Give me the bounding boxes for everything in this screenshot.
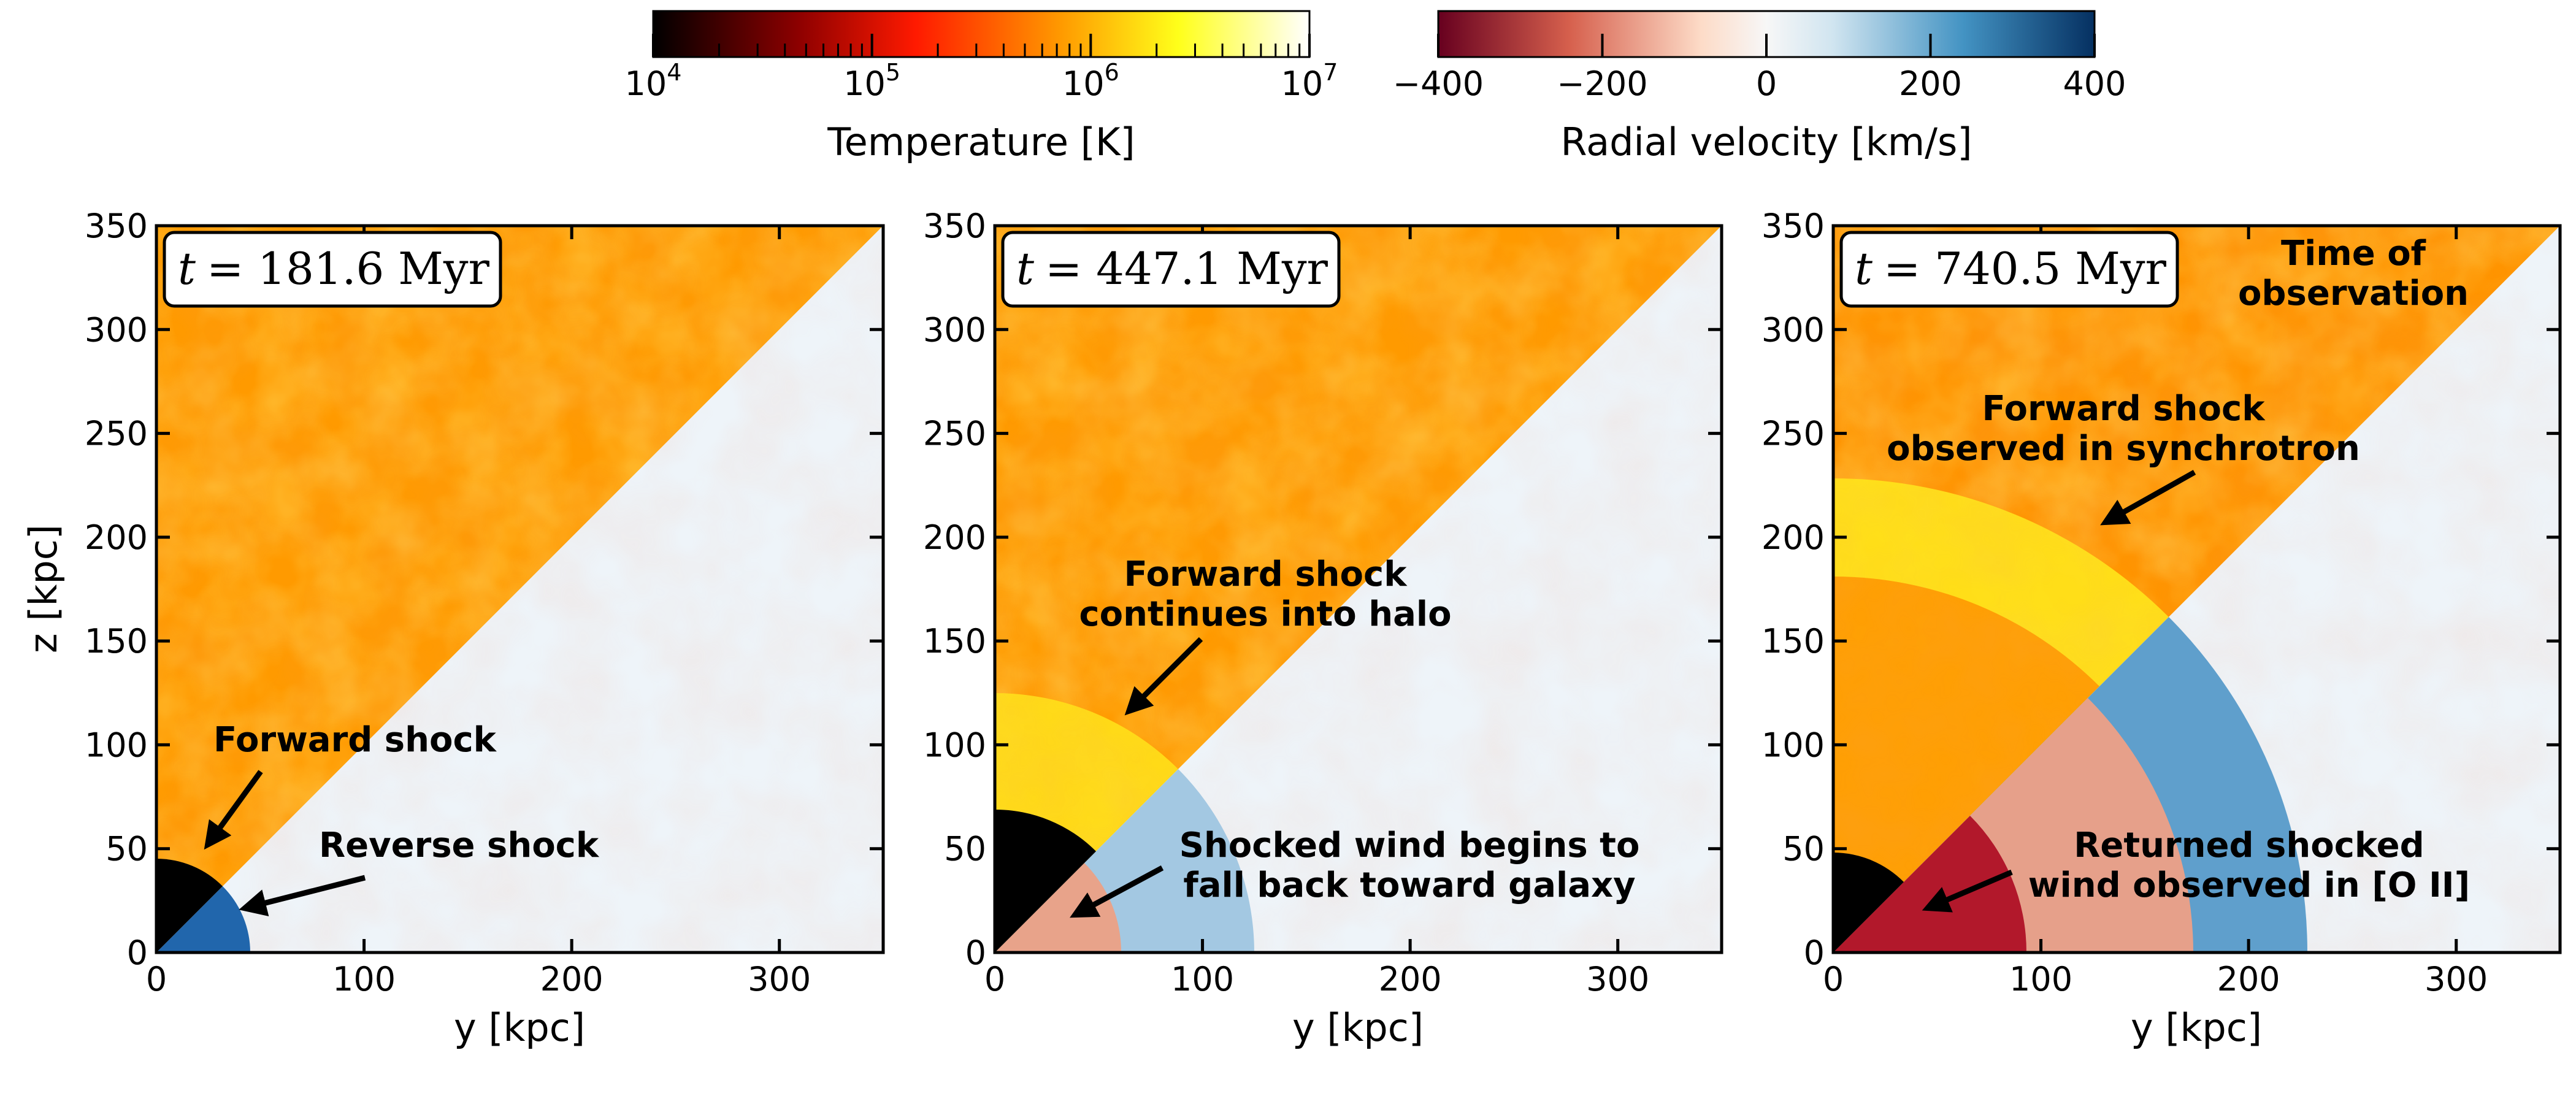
panel-1-ticks: 0 100 200 300 0 50 100 150 200 250 300 350 — [85, 207, 883, 999]
temperature-tick-label-1: 105 — [843, 59, 900, 103]
panel-2-fall-back-label: Shocked wind begins to — [1179, 826, 1640, 865]
temperature-colorbar: 104 105 106 107 Temperature [K] — [625, 10, 1338, 164]
x-tick-label-0: 0 — [146, 960, 167, 999]
y-tick-label-6: 300 — [923, 310, 986, 349]
velocity-colorbar: −400 −200 0 200 400 Radial velocity [km/s] — [1393, 10, 2126, 164]
x-tick-label-3: 300 — [2425, 960, 2488, 999]
panel-1-time-box — [163, 231, 502, 308]
panel-1-forward-shock-label: Forward shock — [213, 720, 497, 760]
panel-3-frame — [1831, 224, 2562, 954]
x-tick-label-1: 100 — [1171, 960, 1234, 999]
panel-1-inner-cold-region — [156, 859, 223, 953]
panel-1-velocity-texture — [156, 226, 883, 953]
y-tick-label-1: 50 — [1782, 830, 1825, 868]
x-tick-label-3: 300 — [1586, 960, 1649, 999]
panel-2-frame — [993, 224, 1723, 954]
velocity-tick-label-2: 0 — [1756, 64, 1777, 103]
y-tick-label-1: 50 — [105, 830, 148, 868]
y-tick-label-3: 150 — [923, 622, 986, 661]
panel-2-fall-back-label-2: fall back toward galaxy — [1183, 865, 1635, 905]
panel-3-synchrotron-arrow — [2100, 470, 2196, 526]
panel-2-time-box — [1001, 231, 1341, 308]
panel-2-ticks: 0 100 200 300 0 50 100 150 200 250 300 350 — [923, 207, 1722, 999]
y-tick-label-4: 200 — [85, 518, 148, 557]
y-tick-label-5: 250 — [85, 415, 148, 453]
x-tick-label-2: 200 — [2217, 960, 2280, 999]
y-tick-label-4: 200 — [923, 518, 986, 557]
panel-3: 0 100 200 300 0 50 100 150 200 250 300 350 t = 740.5… — [1761, 207, 2562, 999]
temperature-colorbar-tick-labels: 104 105 106 107 — [625, 34, 1338, 103]
panel-2-inner-cold-region — [995, 809, 1096, 953]
panel-2-time-label: t = 447.1 Myr — [1016, 243, 1328, 294]
y-tick-label-6: 300 — [85, 310, 148, 349]
panel-2-forward-shock-label: Forward shock — [1124, 554, 1408, 594]
y-tick-label-7: 350 — [1761, 207, 1825, 245]
temperature-colorbar-gradient — [652, 10, 1311, 58]
panel-1-time-label: t = 181.6 Myr — [178, 243, 490, 294]
y-tick-label-1: 50 — [944, 830, 986, 868]
y-tick-label-6: 300 — [1761, 310, 1825, 349]
x-tick-label-0: 0 — [984, 960, 1005, 999]
y-tick-label-3: 150 — [85, 622, 148, 661]
y-tick-label-2: 100 — [85, 726, 148, 764]
velocity-tick-label-4: 400 — [2063, 64, 2126, 103]
panel-3-x-axis-label: y [kpc] — [2131, 1005, 2262, 1050]
x-tick-label-2: 200 — [540, 960, 604, 999]
x-tick-label-0: 0 — [1823, 960, 1844, 999]
panel-3-inner-hot-region — [1833, 576, 2099, 953]
y-tick-label-3: 150 — [1761, 622, 1825, 661]
y-tick-label-4: 200 — [1761, 518, 1825, 557]
temperature-colorbar-minor-ticks — [718, 44, 1301, 57]
panel-3-time-box — [1839, 231, 2179, 308]
panel-2-fall-back-arrow — [1070, 865, 1164, 918]
panel-3-inner-cold-region — [1833, 853, 1904, 953]
panel-1-reverse-shock-label: Reverse shock — [319, 826, 600, 865]
panel-3-oii-label: Returned shocked — [2074, 826, 2424, 865]
panel-2-forward-shock-label-2: continues into halo — [1079, 594, 1451, 634]
y-tick-label-7: 350 — [923, 207, 986, 245]
velocity-tick-label-3: 200 — [1899, 64, 1962, 103]
temperature-colorbar-label: Temperature [K] — [827, 120, 1135, 164]
x-tick-label-2: 200 — [1379, 960, 1442, 999]
velocity-tick-label-1: −200 — [1557, 64, 1647, 103]
y-tick-label-0: 0 — [127, 933, 148, 972]
panel-3-observation-label-2: observation — [2238, 274, 2469, 313]
y-tick-label-2: 100 — [923, 726, 986, 764]
x-tick-label-1: 100 — [2009, 960, 2072, 999]
velocity-colorbar-tick-labels: −400 −200 0 200 400 — [1393, 34, 2126, 103]
x-tick-label-3: 300 — [748, 960, 811, 999]
panel-2: 0 100 200 300 0 50 100 150 200 250 300 350 t = 447.1… — [923, 207, 1723, 999]
panel-3-time-label: t = 740.5 Myr — [1855, 243, 2167, 294]
velocity-tick-label-0: −400 — [1393, 64, 1484, 103]
panel-3-synchrotron-label: Forward shock — [1982, 389, 2266, 429]
temperature-tick-label-3: 107 — [1281, 59, 1338, 103]
y-tick-label-0: 0 — [965, 933, 986, 972]
y-tick-label-7: 350 — [85, 207, 148, 245]
x-tick-label-1: 100 — [332, 960, 396, 999]
panel-2-forward-shock-arrow — [1124, 637, 1203, 716]
panel-1: 0 100 200 300 0 50 100 150 200 250 300 350 t = 181.6… — [85, 207, 885, 999]
temperature-tick-label-2: 106 — [1062, 59, 1119, 103]
panel-1-x-axis-label: y [kpc] — [454, 1005, 585, 1050]
y-tick-label-5: 250 — [1761, 415, 1825, 453]
y-tick-label-2: 100 — [1761, 726, 1825, 764]
panel-1-frame — [155, 224, 885, 954]
panel-3-ticks: 0 100 200 300 0 50 100 150 200 250 300 350 — [1761, 207, 2560, 999]
panel-3-oii-arrow — [1922, 869, 2013, 913]
y-axis-label: z [kpc] — [21, 524, 66, 653]
panel-1-reverse-shock-arrow — [239, 875, 366, 916]
panel-3-oii-label-2: wind observed in [O II] — [2028, 865, 2470, 905]
panel-3-synchrotron-label-2: observed in synchrotron — [1887, 429, 2360, 469]
velocity-colorbar-label: Radial velocity [km/s] — [1560, 120, 1972, 164]
panel-3-strong-infall-region — [1833, 816, 2027, 953]
panel-2-infall-region — [995, 863, 1122, 953]
y-tick-label-5: 250 — [923, 415, 986, 453]
y-tick-label-0: 0 — [1804, 933, 1825, 972]
temperature-tick-label-0: 104 — [625, 59, 682, 103]
panel-3-observation-label: Time of — [2281, 234, 2426, 274]
panel-1-inner-outflow-region — [156, 886, 250, 953]
panel-2-x-axis-label: y [kpc] — [1292, 1005, 1424, 1050]
panel-1-forward-shock-arrow — [204, 770, 263, 850]
